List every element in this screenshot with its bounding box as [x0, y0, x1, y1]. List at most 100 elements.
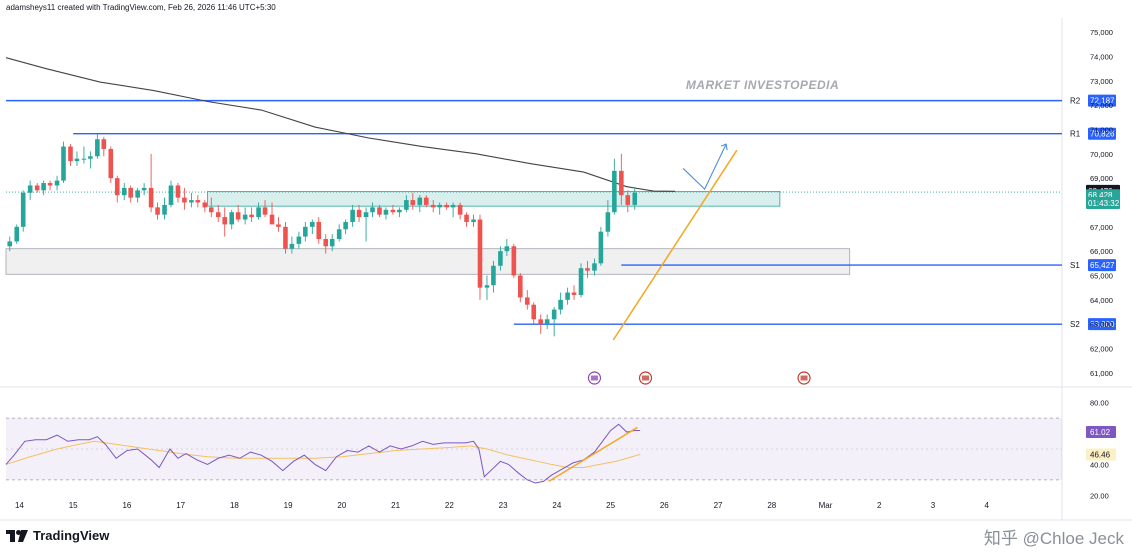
candle [592, 258, 597, 276]
candle [605, 200, 611, 237]
candle [356, 204, 362, 222]
candle-body [471, 219, 476, 222]
price-tick-label: 72,000 [1090, 101, 1113, 110]
candle-body [269, 214, 275, 225]
tradingview-logo[interactable]: TradingView [6, 528, 109, 543]
rsi-tick-label: 20.00 [1090, 491, 1109, 500]
candle [74, 151, 80, 166]
candle [329, 234, 335, 252]
moving-average-line [5, 57, 676, 192]
candle [148, 153, 154, 213]
level-price-s2: 63,000 [1090, 320, 1115, 329]
candle [538, 314, 544, 334]
event-icon-us-flag-2 [797, 371, 811, 385]
candle-body [155, 207, 160, 215]
candle-body [524, 297, 530, 305]
price-tick-label: 62,000 [1090, 345, 1113, 354]
price-tick-label: 69,000 [1090, 174, 1113, 183]
candle-body [457, 204, 463, 215]
candle-body [336, 229, 342, 239]
candle [310, 219, 315, 235]
candle [491, 260, 496, 293]
candle-body [444, 204, 449, 208]
candle [390, 204, 396, 215]
candle [289, 236, 295, 254]
candle [410, 192, 416, 210]
candle-body [276, 224, 281, 227]
candle [128, 185, 133, 203]
candle [222, 207, 228, 237]
candle-body [14, 226, 20, 242]
candle [101, 136, 107, 157]
candle [612, 158, 617, 215]
candle-body [498, 251, 503, 266]
candle-body [383, 209, 389, 215]
candle-body [571, 292, 577, 295]
candle [437, 202, 442, 215]
candle [511, 243, 517, 278]
candle [41, 180, 46, 196]
support-zone [5, 248, 851, 275]
rsi-tick-label: 40.00 [1090, 460, 1109, 469]
time-tick-label: 17 [176, 501, 185, 510]
candle-body [578, 268, 584, 295]
rsi-band [6, 418, 1062, 480]
candle [350, 204, 355, 227]
level-tag-r2: R2 [1070, 97, 1081, 106]
candle-body [202, 202, 208, 208]
candle [95, 134, 100, 159]
time-tick-label: 19 [284, 501, 293, 510]
candle [625, 190, 631, 213]
candle [471, 214, 476, 227]
candle [343, 219, 348, 235]
candle [208, 197, 214, 218]
time-tick-label: 22 [445, 501, 454, 510]
time-tick-label: 3 [931, 501, 936, 510]
candle [571, 285, 577, 300]
candle [242, 207, 248, 225]
candle [14, 224, 20, 244]
candle [504, 239, 510, 257]
candle [531, 302, 537, 325]
candle-body [262, 207, 268, 215]
candle [464, 212, 469, 227]
candle [498, 246, 503, 271]
candle-body [504, 246, 510, 252]
price-tick-label: 63,000 [1090, 320, 1113, 329]
candle-body [612, 170, 617, 213]
candle-body [141, 187, 147, 191]
price-tick-label: 75,000 [1090, 28, 1113, 37]
rsi-value-rsi_ma: 46.46 [1090, 450, 1111, 459]
candle [423, 195, 429, 208]
candle-body [329, 239, 335, 247]
candle-body [551, 309, 557, 320]
candle-body [121, 187, 127, 196]
candle [632, 187, 638, 210]
candle-body [168, 185, 174, 205]
projection-arrow-head [720, 143, 728, 151]
price-tick-label: 66,000 [1090, 247, 1113, 256]
candle-body [397, 209, 402, 213]
candle-body [531, 304, 537, 320]
price-tick-label: 71,000 [1090, 126, 1113, 135]
price-tick-label: 67,000 [1090, 223, 1113, 232]
candle-body [114, 178, 120, 196]
candle [34, 183, 40, 193]
candle-body [565, 292, 570, 300]
candle [189, 192, 194, 208]
level-price-box-r1 [1088, 127, 1116, 140]
level-price-box-r2 [1088, 94, 1116, 107]
candle [585, 260, 590, 278]
level-tag-s2: S2 [1070, 320, 1080, 329]
candle [54, 175, 60, 191]
price-label-countdown: 01:43:32 [1088, 199, 1120, 208]
candle [27, 180, 33, 201]
time-tick-label: 23 [499, 501, 508, 510]
rsi-line [5, 423, 641, 484]
candle-body [47, 183, 53, 186]
candle [316, 217, 322, 244]
level-price-box-s1 [1088, 259, 1116, 272]
candle-body [544, 319, 550, 325]
level-price-s1: 65,427 [1090, 261, 1115, 270]
